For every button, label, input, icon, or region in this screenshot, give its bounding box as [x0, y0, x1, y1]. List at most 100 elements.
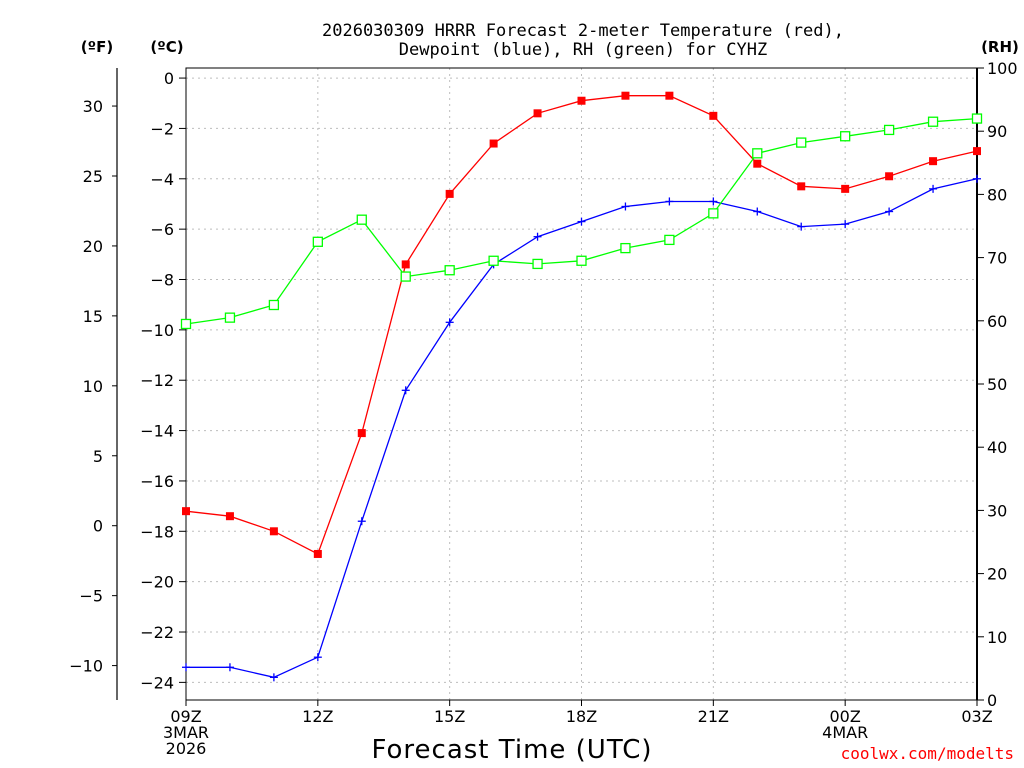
celsius-unit-label: (ºC) — [150, 38, 183, 56]
rh-point — [576, 255, 587, 266]
x-tick-label: 18Z — [566, 707, 597, 726]
rh-point — [883, 124, 895, 136]
dewpoint-point — [753, 207, 762, 216]
plot-frame — [185, 67, 978, 701]
temperature-point — [709, 111, 718, 120]
x-tick-label: 4MAR — [822, 723, 868, 742]
temperature-point — [182, 507, 190, 516]
fahrenheit-tick-label: 20 — [83, 237, 103, 256]
temperature-point — [533, 109, 542, 118]
rh-point — [312, 236, 323, 247]
fahrenheit-tick-label: 10 — [83, 377, 103, 396]
fahrenheit-tick-label: 5 — [93, 447, 103, 466]
dewpoint-point — [929, 184, 938, 193]
rh-point — [400, 271, 411, 282]
fahrenheit-tick-label: −10 — [69, 657, 103, 676]
temperature-point — [973, 147, 981, 156]
credit-text: coolwx.com/modelts — [841, 744, 1014, 763]
rh-unit-label: (RH) — [981, 38, 1019, 56]
celsius-tick-label: −10 — [140, 321, 174, 340]
celsius-tick-label: −18 — [140, 522, 174, 541]
temperature-point — [665, 91, 674, 100]
rh-point — [840, 131, 851, 142]
temperature-point — [401, 260, 410, 269]
fahrenheit-tick-label: 25 — [83, 167, 103, 186]
rh-point — [488, 255, 499, 266]
tick-labels: 0 −2 −4 −6 −8 −10 −12 −14 −16 −18 −20 −22 −24 30 25 20 1… — [69, 59, 1017, 758]
dewpoint-point — [973, 174, 981, 183]
x-tick-label: 3MAR — [163, 723, 209, 742]
celsius-tick-label: −4 — [150, 170, 174, 189]
celsius-tick-label: −6 — [150, 220, 174, 239]
temperature-point — [577, 96, 586, 105]
rh-point — [532, 258, 543, 270]
temperature-point — [841, 184, 850, 193]
celsius-tick-label: 0 — [164, 69, 174, 88]
x-tick-label: 03Z — [961, 707, 992, 726]
dewpoint-point — [665, 197, 674, 206]
chart-title-line-1: 2026030309 HRRR Forecast 2-meter Tempera… — [322, 21, 844, 41]
rh-point — [796, 137, 807, 148]
x-tick-label: 15Z — [434, 707, 465, 726]
rh-point — [444, 265, 455, 276]
celsius-tick-label: −20 — [140, 573, 174, 592]
dewpoint-point — [885, 207, 894, 216]
x-tick-label: 00Z — [830, 707, 861, 726]
rh-tick-label: 0 — [987, 691, 997, 710]
dewpoint-point — [621, 202, 630, 211]
temperature-point — [489, 139, 498, 148]
temperature-point — [269, 527, 278, 536]
celsius-tick-label: −24 — [140, 673, 174, 692]
dewpoint-point — [709, 197, 718, 206]
temperature-point — [357, 429, 366, 438]
rh-tick-label: 40 — [987, 438, 1007, 457]
dewpoint-point — [533, 232, 542, 241]
celsius-tick-label: −16 — [140, 472, 174, 491]
fahrenheit-tick-label: −5 — [79, 587, 103, 606]
rh-point — [927, 116, 939, 127]
x-tick-label: 2026 — [166, 739, 207, 758]
fahrenheit-tick-label: 0 — [93, 517, 103, 536]
temperature-point — [929, 157, 938, 166]
rh-point — [664, 234, 675, 246]
rh-point — [180, 318, 192, 330]
dewpoint-point — [225, 663, 234, 672]
rh-tick-label: 20 — [987, 565, 1007, 584]
rh-tick-label: 80 — [987, 185, 1007, 204]
temperature-point — [885, 172, 894, 181]
dewpoint-point — [357, 517, 366, 526]
temperature-point — [445, 189, 454, 198]
dewpoint-point — [313, 653, 322, 662]
rh-point — [752, 148, 763, 159]
rh-point — [356, 214, 367, 225]
temperature-point — [225, 512, 234, 521]
dewpoint-point — [269, 673, 278, 682]
dewpoint-point — [182, 663, 190, 672]
rh-point — [268, 299, 280, 311]
rh-point — [708, 208, 719, 219]
rh-tick-label: 100 — [987, 59, 1018, 78]
rh-tick-label: 30 — [987, 501, 1007, 520]
fahrenheit-unit-label: (ºF) — [81, 38, 113, 56]
axes — [112, 67, 984, 706]
celsius-tick-label: −2 — [150, 119, 174, 138]
rh-point — [620, 242, 631, 254]
rh-tick-label: 10 — [987, 628, 1007, 647]
dewpoint-point — [577, 217, 586, 226]
temperature-point — [621, 91, 630, 100]
dewpoint-point — [445, 318, 454, 327]
temperature-point — [313, 549, 322, 558]
temperature-point — [797, 182, 806, 191]
fahrenheit-tick-label: 30 — [83, 97, 103, 116]
celsius-tick-label: −14 — [140, 422, 174, 441]
celsius-tick-label: −8 — [150, 271, 174, 290]
rh-tick-label: 60 — [987, 312, 1007, 331]
celsius-tick-label: −12 — [140, 371, 174, 390]
rh-tick-label: 70 — [987, 249, 1007, 268]
dewpoint-point — [841, 220, 850, 229]
chart-title-line-2: Dewpoint (blue), RH (green) for CYHZ — [399, 40, 767, 60]
rh-tick-label: 50 — [987, 375, 1007, 394]
temperature-point — [753, 159, 762, 168]
rh-tick-label: 90 — [987, 122, 1007, 141]
